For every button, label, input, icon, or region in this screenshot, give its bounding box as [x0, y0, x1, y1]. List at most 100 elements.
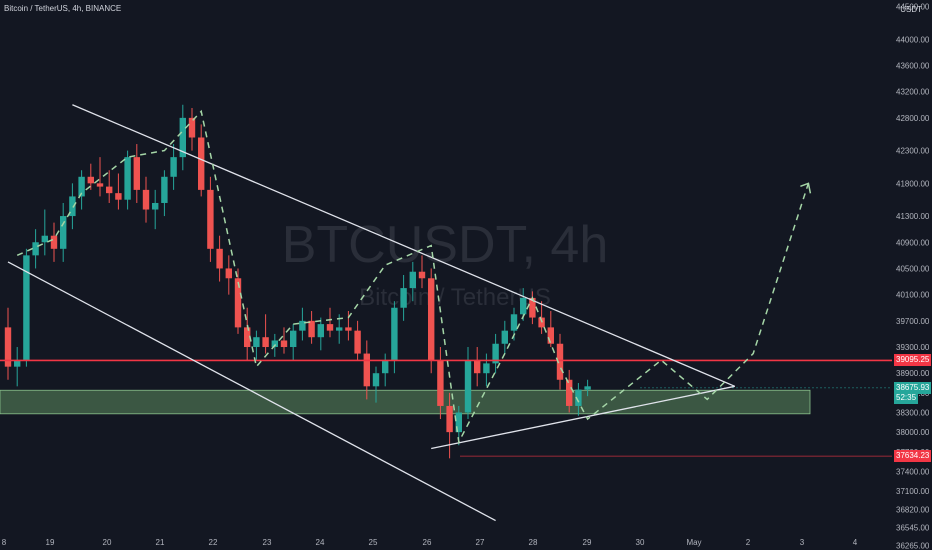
- candle-body: [510, 314, 518, 331]
- projected-path-arrowhead: [800, 182, 812, 194]
- y-axis-tick-label: 40500.00: [896, 264, 930, 273]
- x-axis-tick-label: May: [686, 538, 701, 547]
- candle-body: [225, 268, 232, 279]
- candle-body: [271, 340, 278, 348]
- candle-body: [115, 193, 122, 200]
- candle-body: [216, 248, 223, 269]
- candle-body: [326, 324, 334, 331]
- x-axis-tick-label: 25: [369, 538, 378, 547]
- candle-body: [520, 297, 527, 315]
- y-axis-tick-label: 44000.00: [896, 35, 930, 44]
- y-axis-tick-label: 44500.00: [896, 3, 930, 12]
- low-price-badge: 37634.23: [894, 450, 932, 463]
- candle-body: [4, 327, 12, 367]
- watermark-sub: Bitcoin / TetherUS: [359, 284, 551, 311]
- y-axis-tick-label: 41800.00: [896, 179, 930, 188]
- channel-lower-trendline: [7, 261, 496, 522]
- y-axis-tick-label: 37100.00: [896, 487, 930, 496]
- x-axis-tick-label: 27: [476, 538, 485, 547]
- y-axis-tick-label: 38900.00: [896, 369, 930, 378]
- y-axis-tick-label: 37400.00: [896, 467, 930, 476]
- x-axis-tick-label: 8: [2, 538, 7, 547]
- y-axis-tick-label: 38300.00: [896, 409, 930, 418]
- candle-body: [207, 189, 214, 249]
- x-axis-tick-label: 20: [103, 538, 112, 547]
- candle-body: [446, 405, 453, 433]
- candle-body: [566, 379, 573, 406]
- candle-body: [198, 137, 205, 190]
- candle-body: [96, 183, 104, 187]
- candle-body: [501, 330, 508, 344]
- x-axis-tick-label: 3: [800, 538, 805, 547]
- candle-body: [14, 360, 21, 367]
- y-axis-tick-label: 36265.00: [896, 542, 930, 550]
- y-axis-tick-label: 36820.00: [896, 505, 930, 514]
- x-axis-tick-label: 28: [529, 538, 538, 547]
- level-price-badge: 39095.25: [894, 354, 932, 367]
- candle-body: [87, 176, 94, 184]
- candle-body: [345, 327, 352, 331]
- channel-upper-trendline: [72, 104, 736, 387]
- support-zone: [0, 389, 811, 415]
- candle-body: [60, 216, 67, 249]
- candle-body: [409, 271, 416, 289]
- candle-body: [106, 186, 113, 194]
- candle-body: [474, 360, 481, 374]
- candle-body: [584, 386, 591, 390]
- watermark-main: BTCUSDT, 4h: [282, 216, 609, 274]
- countdown-badge: 52:35: [894, 391, 919, 404]
- candle-body: [382, 360, 389, 374]
- candle-body: [124, 157, 131, 200]
- x-axis-tick-label: 22: [209, 538, 218, 547]
- x-axis-tick-label: 29: [583, 538, 592, 547]
- candle-body: [253, 337, 260, 348]
- y-axis-tick-label: 43200.00: [896, 88, 930, 97]
- y-axis-tick-label: 39700.00: [896, 317, 930, 326]
- candle-body: [363, 353, 370, 387]
- candle-body: [142, 189, 150, 210]
- candle-body: [547, 327, 554, 344]
- currency-unit: USDT: [900, 5, 922, 14]
- y-axis-tick-label: 43600.00: [896, 61, 930, 70]
- candle-body: [152, 202, 159, 210]
- candle-body: [372, 373, 380, 387]
- candle-body: [299, 320, 306, 331]
- x-axis-tick-label: 26: [423, 538, 432, 547]
- x-axis-tick-label: 30: [636, 538, 645, 547]
- candle-body: [262, 337, 269, 348]
- candle-body: [280, 340, 288, 348]
- candle-body: [464, 360, 472, 413]
- candle-body: [170, 157, 177, 177]
- x-axis-tick-label: 19: [46, 538, 55, 547]
- candle-body: [234, 278, 242, 328]
- candle-body: [317, 324, 324, 338]
- x-axis-tick-label: 24: [316, 538, 325, 547]
- y-axis-tick-label: 42300.00: [896, 147, 930, 156]
- candle-body: [529, 297, 536, 318]
- candle-body: [483, 363, 490, 374]
- candle-body: [391, 307, 398, 361]
- x-axis-tick-label: 2: [746, 538, 751, 547]
- x-axis-tick-label: 4: [853, 538, 858, 547]
- candle-body: [492, 343, 499, 364]
- candle-body: [556, 343, 564, 380]
- candle-body: [575, 389, 582, 406]
- candle-body: [400, 288, 407, 308]
- candle-body: [188, 117, 196, 138]
- candle-body: [78, 176, 85, 197]
- ascending-support-trendline: [431, 385, 735, 450]
- y-axis-tick-label: 38000.00: [896, 428, 930, 437]
- candle-body: [244, 327, 251, 348]
- x-axis-tick-label: 23: [263, 538, 272, 547]
- candle-body: [23, 255, 30, 361]
- candle-body: [336, 327, 343, 331]
- symbol-title: Bitcoin / TetherUS, 4h, BINANCE: [4, 4, 122, 13]
- candle-body: [290, 330, 297, 348]
- y-axis-tick-label: 36545.00: [896, 523, 930, 532]
- y-axis-tick-label: 42800.00: [896, 114, 930, 123]
- last-price-badge: 38675.93: [894, 381, 932, 394]
- candle-body: [455, 412, 462, 433]
- y-axis-tick-label: 40900.00: [896, 238, 930, 247]
- x-axis-tick-label: 21: [156, 538, 165, 547]
